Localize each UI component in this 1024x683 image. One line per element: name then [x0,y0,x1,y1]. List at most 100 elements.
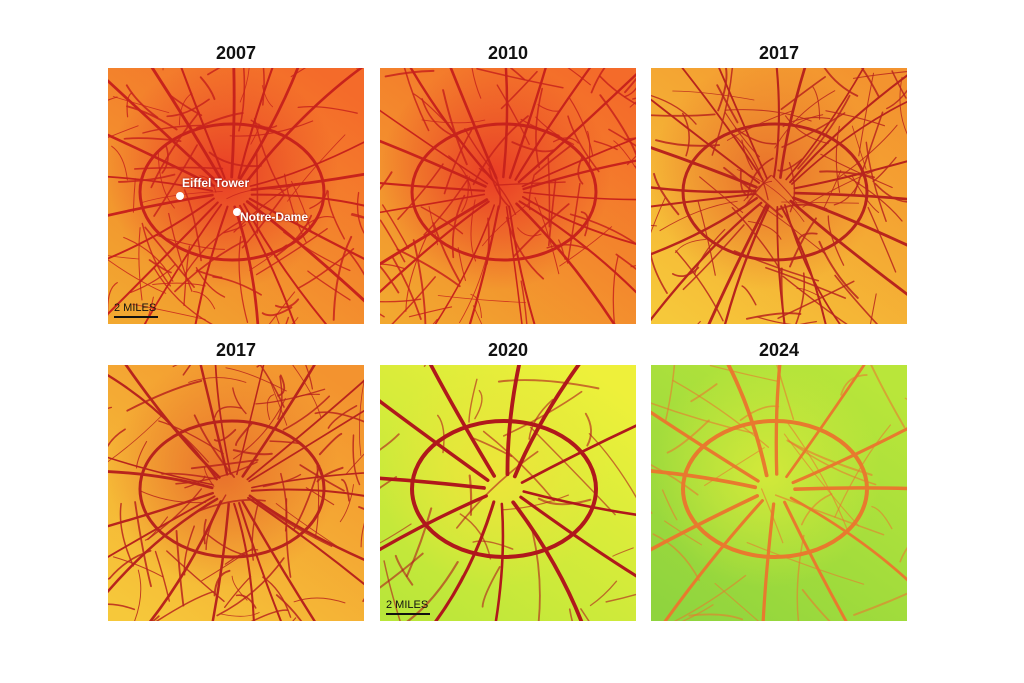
radial-road [246,379,364,481]
street [182,365,192,376]
street [396,248,461,288]
ring-road [138,419,326,559]
street [786,439,873,476]
street [580,211,589,237]
street [290,180,312,233]
street [332,235,353,321]
street [238,235,249,323]
panel-title: 2020 [487,340,529,360]
street [577,157,584,185]
street [615,253,636,271]
radial-road [428,365,497,478]
street [682,112,690,157]
street [872,156,897,183]
street [135,440,148,469]
street [139,490,207,504]
street [233,183,297,233]
street [871,505,893,530]
street [651,463,699,496]
street [472,305,483,324]
street [605,593,636,603]
street [690,383,718,403]
street [468,378,478,423]
street [612,255,619,324]
street [497,379,600,390]
street [802,170,876,208]
street [547,157,551,228]
heat-map [108,68,364,324]
street [818,240,859,299]
heat-map [380,365,636,621]
street [666,419,710,454]
street [796,534,805,621]
street [590,68,606,94]
street [203,518,207,545]
street [108,414,163,463]
street [799,320,817,324]
street [380,399,391,410]
street [162,68,164,71]
street [285,316,290,324]
street [851,125,867,170]
radial-road [239,68,300,180]
radial-road [180,68,226,180]
street [380,219,406,263]
street [495,177,502,211]
street [251,500,260,561]
street [801,588,831,621]
street [352,434,361,486]
street [241,194,285,249]
street [599,94,636,156]
scale-bar-label: 2 MILES [114,302,157,314]
street [307,270,351,301]
street [537,497,592,506]
radial-road [250,488,364,497]
radial-road [108,491,214,528]
road-network [108,365,364,621]
radial-road [108,175,213,192]
street [599,75,636,105]
radial-road [248,409,364,483]
radial-road [199,365,229,476]
street [476,68,564,89]
street [423,176,471,236]
street [782,275,848,324]
street [569,213,636,245]
street [546,244,589,251]
street [155,590,214,621]
street [166,550,225,603]
street [250,119,278,129]
street [652,533,701,582]
street [157,149,175,209]
street [144,516,169,541]
street [225,367,287,392]
road-network [380,365,636,621]
street [232,387,247,415]
street [716,84,739,124]
street [827,215,845,266]
street [161,144,169,174]
radial-road [651,469,758,490]
street [694,228,726,275]
eiffel-tower-label: Eiffel Tower [182,176,250,190]
street [201,547,254,582]
radial-road [124,365,221,479]
panel-title: 2010 [487,43,529,63]
radial-road [108,495,216,558]
radial-road [380,476,486,490]
street [537,104,560,112]
street [500,70,538,110]
street [383,560,401,621]
street [183,189,202,262]
street [481,565,501,608]
street [108,125,139,139]
street [774,494,885,536]
radial-road [785,365,866,479]
radial-road [779,68,807,179]
street [823,68,859,97]
scale-bar-label: 2 MILES [386,599,429,611]
street [394,554,414,586]
street [145,296,154,324]
street [471,68,482,99]
radial-road [791,196,907,247]
